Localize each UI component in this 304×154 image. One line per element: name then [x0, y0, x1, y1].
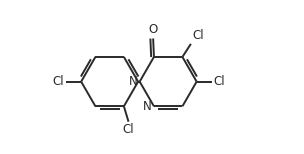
Text: Cl: Cl [53, 75, 64, 88]
Text: N: N [129, 75, 137, 88]
Text: Cl: Cl [192, 29, 204, 42]
Text: O: O [149, 23, 158, 36]
Text: N: N [143, 100, 152, 113]
Text: Cl: Cl [214, 75, 225, 88]
Text: Cl: Cl [123, 123, 134, 136]
